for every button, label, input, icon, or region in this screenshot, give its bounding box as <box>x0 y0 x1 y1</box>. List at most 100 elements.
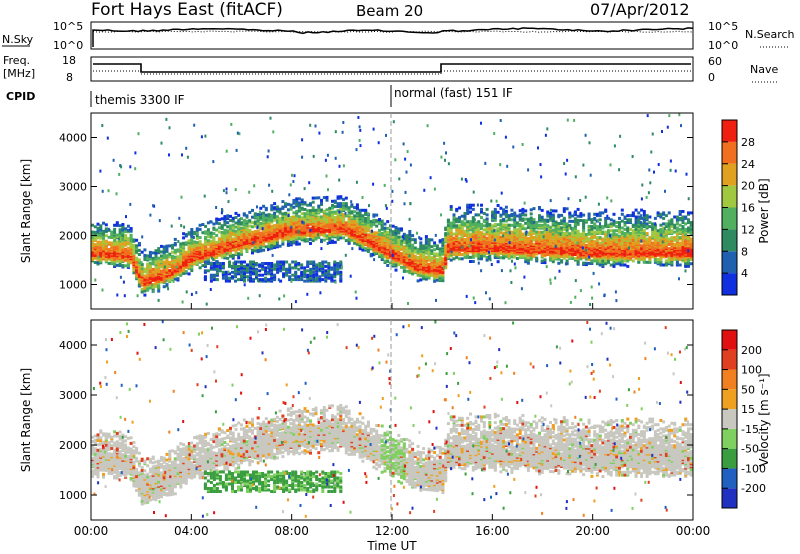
heat-cell <box>154 260 158 264</box>
heat-cell <box>623 247 627 251</box>
heat-cell <box>165 254 169 258</box>
heat-cell <box>325 234 329 238</box>
heat-cell <box>157 262 161 266</box>
heat-cell <box>430 245 434 249</box>
heat-cell <box>535 252 539 256</box>
heat-cell <box>206 260 210 264</box>
heat-cell <box>546 224 550 228</box>
heat-cell <box>595 262 599 266</box>
heat-cell <box>402 265 406 269</box>
heat-cell <box>209 273 213 277</box>
heat-cell <box>513 222 517 226</box>
heat-cell <box>524 213 528 217</box>
heat-cell <box>325 195 329 199</box>
heat-cell <box>278 244 282 248</box>
heat-cell <box>656 244 660 248</box>
heat-cell <box>137 258 141 262</box>
heat-cell <box>223 219 227 223</box>
heat-cell <box>256 248 260 252</box>
heat-cell <box>664 225 668 229</box>
heat-cell <box>623 221 627 224</box>
heat-cell <box>689 223 693 227</box>
heat-cell <box>615 229 619 233</box>
heat-cell <box>99 224 103 228</box>
heat-cell <box>571 257 575 260</box>
heat-cell <box>322 238 326 242</box>
heat-cell <box>424 235 428 239</box>
heat-cell <box>463 255 467 259</box>
heat-cell <box>366 248 370 252</box>
heat-cell <box>687 234 690 238</box>
heat-cell <box>397 241 401 245</box>
heat-cell <box>314 208 318 212</box>
heat-cell <box>576 218 580 222</box>
heat-cell <box>237 213 241 217</box>
heat-cell <box>532 238 536 242</box>
heat-cell <box>433 274 437 278</box>
heat-cell <box>224 270 228 274</box>
heat-cell <box>118 231 122 234</box>
heat-cell <box>458 206 461 210</box>
heat-cell <box>234 211 238 215</box>
heat-cell <box>587 224 591 228</box>
heat-cell <box>262 218 266 222</box>
heat-cell <box>309 242 312 245</box>
heat-cell <box>99 228 103 232</box>
heat-cell <box>466 207 470 211</box>
heat-cell <box>311 206 315 210</box>
heat-cell <box>413 246 417 250</box>
heat-cell <box>281 212 285 216</box>
heat-cell <box>344 214 348 218</box>
heat-cell <box>593 240 597 244</box>
heat-cell <box>469 220 472 224</box>
heat-cell <box>171 259 174 262</box>
heat-cell <box>248 210 252 214</box>
heat-cell <box>593 216 597 220</box>
heat-cell <box>675 218 679 222</box>
heat-cell <box>543 218 547 222</box>
heat-cell <box>102 246 105 250</box>
heat-cell <box>344 221 348 225</box>
heat-cell <box>190 247 194 251</box>
heat-cell <box>333 220 337 224</box>
heat-cell <box>226 214 230 218</box>
heat-cell <box>132 256 136 260</box>
heat-cell <box>637 258 641 261</box>
heat-cell <box>640 216 644 220</box>
heat-cell <box>270 206 274 210</box>
heat-cell <box>623 223 627 227</box>
heat-cell <box>245 230 249 234</box>
heat-cell <box>121 258 125 262</box>
heat-cell <box>93 243 97 247</box>
heat-cell <box>538 223 541 227</box>
heat-cell <box>615 259 619 263</box>
heat-cell <box>526 261 530 265</box>
heat-cell <box>237 235 241 239</box>
heat-cell <box>551 209 555 213</box>
heat-cell <box>590 259 594 263</box>
freq-label-1: Freq. <box>3 54 30 67</box>
heat-cell <box>684 238 688 242</box>
heat-cell <box>378 222 381 226</box>
heat-cell <box>540 236 544 240</box>
heat-cell <box>372 218 376 222</box>
heat-cell <box>96 229 100 233</box>
heat-cell <box>333 240 337 244</box>
heat-cell <box>482 228 486 232</box>
heat-cell <box>598 232 602 235</box>
heat-cell <box>422 255 426 259</box>
heat-cell <box>306 232 310 236</box>
heat-cell <box>187 243 191 247</box>
heat-cell <box>427 246 431 250</box>
heat-cell <box>678 216 682 220</box>
heat-cell <box>573 233 577 237</box>
heat-cell <box>154 249 158 253</box>
heat-cell <box>678 241 682 245</box>
heat-cell <box>485 213 489 217</box>
heat-cell <box>604 216 608 220</box>
heat-cell <box>242 228 246 232</box>
heat-cell <box>593 234 597 238</box>
heat-cell <box>190 233 194 237</box>
heat-cell <box>353 225 357 229</box>
heat-cell <box>664 222 668 226</box>
